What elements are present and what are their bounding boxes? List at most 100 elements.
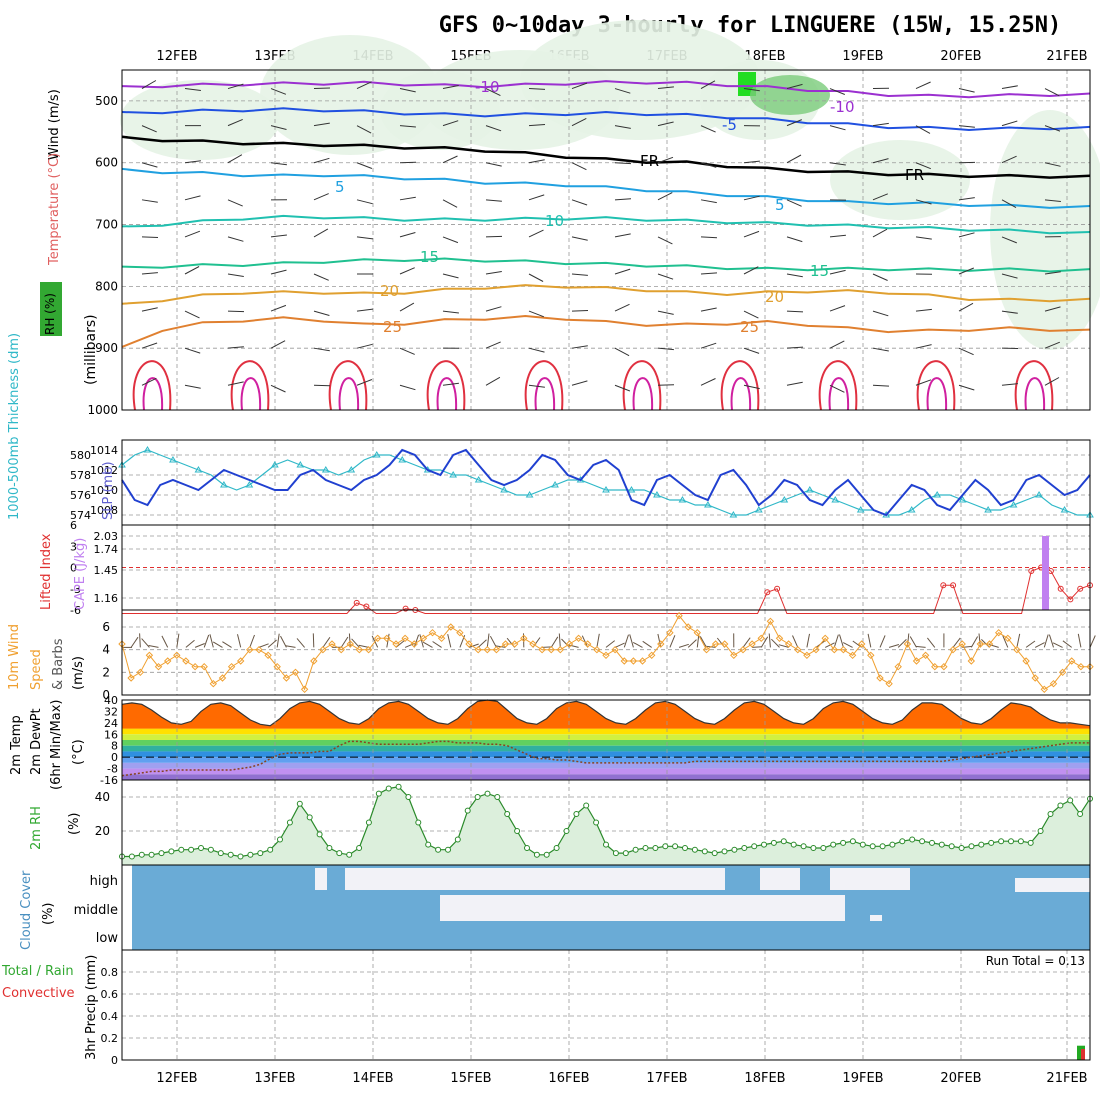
rh-point <box>762 842 767 847</box>
surface-wind-barb <box>210 634 213 647</box>
surface-wind-barb <box>297 638 305 647</box>
wind-barb <box>615 385 630 391</box>
rh-point <box>455 837 460 842</box>
li-tick-label: 6 <box>70 519 77 532</box>
rh-point <box>525 846 530 851</box>
rh-point <box>870 844 875 849</box>
isotherm-30-loop <box>232 361 269 410</box>
rh-point <box>574 812 579 817</box>
wind-barb <box>486 163 502 166</box>
surface-wind-barb <box>868 634 871 648</box>
thickness-ylabel: 1000-500mb Thickness (dm) <box>7 333 22 520</box>
surface-wind-barb <box>1026 641 1035 647</box>
isotherm-label: 5 <box>335 178 345 196</box>
wind-barb <box>615 348 629 356</box>
cape-bar <box>1042 536 1049 610</box>
wind-barb <box>443 311 459 313</box>
rh-point <box>366 820 371 825</box>
cloud-cover-cell <box>830 868 910 890</box>
surface-wind-barb <box>559 634 560 648</box>
rh-point <box>930 840 935 845</box>
rh-point <box>801 844 806 849</box>
wind-barb <box>486 200 502 201</box>
rh-point <box>179 847 184 852</box>
rh-point <box>495 795 500 800</box>
isotherm-label: 20 <box>765 288 784 306</box>
rh-point <box>544 852 549 857</box>
pressure-tick-label: 700 <box>95 218 118 232</box>
wind-barb <box>830 270 846 274</box>
cloud-units-ylabel: (%) <box>41 903 56 926</box>
cloud-row-label: middle <box>74 903 118 918</box>
rh-point <box>712 851 717 856</box>
rh-point <box>169 849 174 854</box>
rh-point <box>337 851 342 856</box>
wind-barb <box>314 311 329 315</box>
isotherm-35-loop <box>928 378 947 410</box>
surface-wind-barb <box>670 635 675 647</box>
wind-barb <box>873 123 889 125</box>
rh-point <box>633 847 638 852</box>
wind-barb <box>400 303 414 311</box>
wind-barb <box>400 385 415 389</box>
surface-wind-barb <box>880 635 885 647</box>
surface-wind-barb <box>286 646 296 648</box>
wind-barb <box>185 267 199 275</box>
wind-barb <box>228 382 244 385</box>
rh-point <box>781 839 786 844</box>
rh-point <box>436 847 441 852</box>
rh-point <box>673 844 678 849</box>
wind-barb <box>787 155 801 163</box>
surface-wind-barb <box>793 636 798 648</box>
pressure-tick-label: 500 <box>95 94 118 108</box>
rh-point <box>1028 840 1033 845</box>
wind-barb <box>1002 121 1017 126</box>
wind-barb <box>185 231 200 237</box>
wind-barb <box>185 196 201 200</box>
convective-bar <box>1081 1049 1085 1060</box>
date-label-bottom: 15FEB <box>450 1071 491 1086</box>
wind-barb <box>830 306 845 311</box>
wind-barb <box>357 163 372 169</box>
surface-wind-barb <box>1078 634 1081 648</box>
rh-point <box>742 846 747 851</box>
wind-barb <box>314 158 329 162</box>
rh-point <box>564 829 569 834</box>
wind-barb <box>615 269 630 274</box>
cloud-row-label: low <box>96 931 119 946</box>
wind-barb <box>529 348 545 352</box>
rh-point <box>376 791 381 796</box>
isotherm-label: 15 <box>810 262 829 280</box>
wind-barb <box>873 229 887 237</box>
rh-point <box>1038 829 1043 834</box>
precip-tick-label: 0.4 <box>101 1010 119 1023</box>
temp-color-band <box>122 746 1090 752</box>
date-label-bottom: 14FEB <box>352 1071 393 1086</box>
surface-wind-barb <box>222 642 231 648</box>
isotherm-30-loop <box>820 361 857 410</box>
rh-point <box>999 839 1004 844</box>
temp-color-band <box>122 774 1090 780</box>
wind-barb <box>529 195 544 200</box>
date-label-top: 19FEB <box>842 49 883 64</box>
temp-color-band <box>122 751 1090 757</box>
wind-tick-label: 6 <box>102 620 110 634</box>
cloud-cover-cell <box>1015 878 1090 892</box>
date-label-top: 21FEB <box>1046 49 1087 64</box>
wind-barb <box>357 344 373 348</box>
temp-color-band <box>122 729 1090 735</box>
rh-units-ylabel: (%) <box>67 813 82 836</box>
wind-barb <box>271 270 287 274</box>
rh-point <box>228 852 233 857</box>
isotherm-label: 5 <box>775 196 785 214</box>
wind-barb <box>701 273 717 274</box>
wind-barb <box>572 274 588 275</box>
isotherm-label: 25 <box>383 318 402 336</box>
wind-side-label: Wind (m/s) <box>47 89 62 160</box>
run-total-label: Run Total = 0.13 <box>986 954 1085 968</box>
rh-point <box>939 842 944 847</box>
pressure-tick-label: 800 <box>95 279 118 293</box>
date-label-bottom: 16FEB <box>548 1071 589 1086</box>
surface-wind-barb <box>889 645 899 648</box>
isotherm-label: 10 <box>545 212 564 230</box>
